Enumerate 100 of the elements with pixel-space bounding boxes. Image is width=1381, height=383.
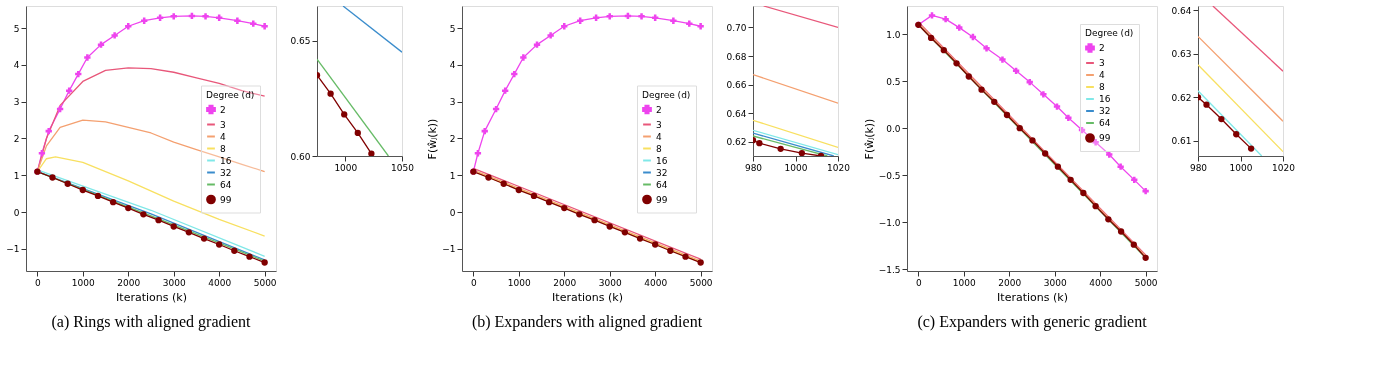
x-tick-label: 1000 <box>784 162 808 173</box>
x-tick-label: 1020 <box>1272 162 1296 173</box>
y-tick-label: 1 <box>13 170 20 181</box>
point <box>200 235 208 242</box>
y-axis-title: F(ŵⱼ(k)) <box>862 118 876 160</box>
point <box>1203 101 1210 108</box>
y-tick-label: −1.5 <box>878 264 901 275</box>
y-tick-label: 2 <box>13 134 20 144</box>
point <box>1054 163 1062 170</box>
x-tick-label: 4000 <box>644 277 668 288</box>
point <box>697 23 704 30</box>
point <box>155 217 162 224</box>
point <box>515 186 522 194</box>
point <box>942 15 949 23</box>
point <box>965 73 972 80</box>
text: (b) Expanders with aligned gradient <box>471 313 703 331</box>
y-tick-label: 4 <box>13 60 20 71</box>
x-tick-label: 3000 <box>1043 277 1067 288</box>
legend-label: 2 <box>220 104 226 115</box>
legend-label: 99 <box>220 194 232 205</box>
legend-label: 99 <box>656 194 668 205</box>
point <box>1106 151 1113 158</box>
x-tick-label: 2000 <box>553 277 577 288</box>
point <box>1080 189 1087 197</box>
x-tick-label: 980 <box>1189 162 1208 173</box>
point <box>502 87 509 94</box>
point <box>49 174 56 181</box>
y-tick-label: 0.66 <box>726 80 747 91</box>
x-tick-label: 5000 <box>1134 277 1158 288</box>
point <box>927 34 935 42</box>
y-tick-label: −1 <box>6 244 20 255</box>
y-tick-label: 2 <box>449 134 456 144</box>
point <box>1092 139 1099 146</box>
x-tick-label: 0 <box>916 277 922 288</box>
y-tick-label: 0.5 <box>886 76 901 87</box>
point <box>202 13 209 20</box>
point <box>591 217 598 224</box>
legend-label: 8 <box>656 143 662 154</box>
point <box>185 229 193 236</box>
y-tick-label: −1 <box>442 244 456 255</box>
point <box>547 32 554 39</box>
point <box>991 98 998 106</box>
legend-label: 4 <box>220 131 226 142</box>
x-axis-title: Iterations (k) <box>116 290 187 304</box>
y-axis-title: F(ŵⱼ(k)) <box>426 118 440 160</box>
legend-label: 32 <box>1099 106 1111 116</box>
y-tick-label: −0.5 <box>878 170 901 181</box>
point <box>1026 78 1033 86</box>
point <box>1040 91 1047 98</box>
y-tick-label: 0.70 <box>726 22 747 33</box>
point <box>545 199 553 206</box>
y-tick-label: 0.63 <box>1171 49 1192 60</box>
y-tick-label: 3 <box>449 97 456 108</box>
y-tick-label: 0.64 <box>1171 5 1192 16</box>
point <box>1233 131 1240 138</box>
point <box>84 54 91 61</box>
y-tick-label: 0.62 <box>726 137 747 148</box>
x-tick-label: 2000 <box>117 277 141 288</box>
point <box>1130 241 1137 248</box>
point <box>246 253 253 260</box>
legend-label: 4 <box>1099 70 1105 80</box>
point <box>606 13 613 20</box>
point <box>682 253 689 260</box>
y-tick-label: 0.65 <box>290 36 311 47</box>
point <box>327 90 334 97</box>
x-tick-label: 1000 <box>334 162 358 173</box>
point <box>485 174 492 181</box>
point <box>928 12 936 19</box>
point <box>64 180 71 187</box>
point <box>978 86 985 93</box>
point <box>1117 228 1125 235</box>
point <box>94 192 102 200</box>
legend-label: 3 <box>220 119 226 130</box>
legend-label: 2 <box>656 104 662 115</box>
x-tick-label: 3000 <box>162 277 186 288</box>
point <box>953 60 960 67</box>
point <box>1053 103 1061 110</box>
legend-label: 32 <box>220 167 232 178</box>
point <box>341 111 348 118</box>
point <box>999 56 1006 63</box>
legend-label: 16 <box>1099 94 1111 104</box>
y-tick-label: 1 <box>449 170 456 181</box>
x-tick-label: 0 <box>35 277 41 288</box>
point <box>1067 176 1074 183</box>
point <box>141 17 148 24</box>
legend-label: 64 <box>1099 118 1111 128</box>
y-tick-label: 0.60 <box>290 151 311 162</box>
legend-label: 99 <box>1099 133 1111 143</box>
y-tick-label: 0.0 <box>886 123 901 134</box>
point <box>109 199 117 206</box>
point <box>125 23 132 30</box>
legend-title: Degree (d) <box>1085 28 1134 38</box>
point <box>1003 111 1011 119</box>
point <box>500 180 507 187</box>
y-tick-label: 1.0 <box>886 29 901 40</box>
point <box>45 127 52 135</box>
point <box>125 204 132 212</box>
x-tick-label: 1050 <box>391 162 415 173</box>
y-tick-label: 5 <box>13 23 20 34</box>
x-tick-label: 2000 <box>998 277 1022 288</box>
